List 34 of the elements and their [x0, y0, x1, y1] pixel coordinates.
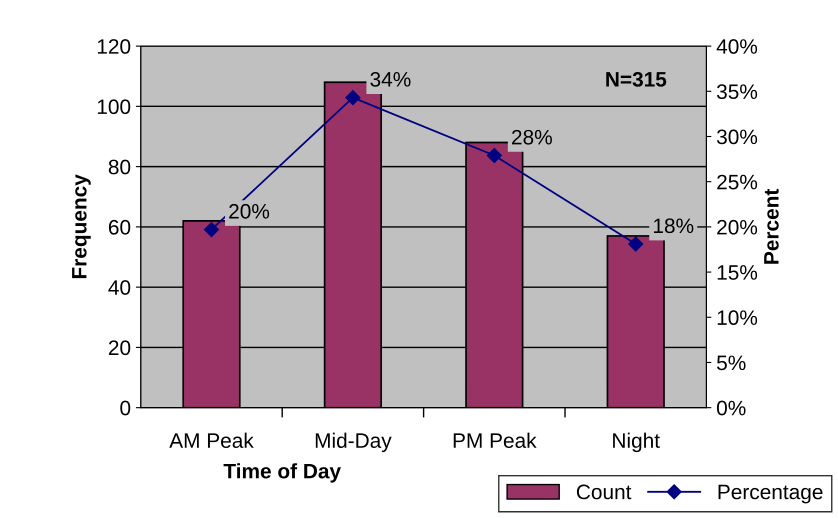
point [486, 148, 502, 164]
point [628, 236, 644, 252]
y-tick-label: 60 [108, 220, 130, 235]
x-tick-label: PM Peak [454, 432, 537, 448]
legend-label: Percentage [718, 484, 822, 504]
y-tick-label: 80 [108, 160, 130, 174]
data-label: 28% [512, 130, 552, 145]
x-tick-label: Mid-Day [316, 432, 392, 452]
y-tick-label: 100 [98, 99, 130, 114]
y2-tick-label: 35% [716, 84, 758, 100]
x-tick-label: AM Peak [169, 432, 254, 448]
y2-tick-label: 30% [716, 129, 758, 144]
x-axis-title: Time of Day [224, 463, 341, 483]
y2-tick-label: 10% [718, 310, 758, 326]
legend-label: Count [576, 484, 632, 500]
data-label: 34% [370, 72, 411, 87]
y-tick-label: 40 [108, 280, 130, 295]
y-tick-label: 120 [98, 39, 130, 54]
y2-tick-label: 25% [717, 174, 758, 190]
y2-tick-label: 5% [716, 356, 746, 370]
y2-tick-label: 20% [717, 220, 758, 235]
point [204, 222, 220, 238]
y2-axis-title: Percent [764, 188, 779, 264]
data-label: 20% [229, 204, 270, 219]
y-tick-label: 0 [120, 400, 130, 416]
data-label: 18% [654, 218, 694, 234]
y2-tick-label: 15% [718, 265, 758, 280]
point [345, 90, 360, 106]
y-axis-title: Frequency [72, 174, 91, 278]
y-tick-label: 20 [108, 340, 130, 356]
annotation: N=315 [606, 72, 666, 87]
y2-tick-label: 0% [716, 400, 746, 416]
x-tick-label: Night [613, 432, 660, 452]
y2-tick-label: 40% [716, 39, 758, 54]
